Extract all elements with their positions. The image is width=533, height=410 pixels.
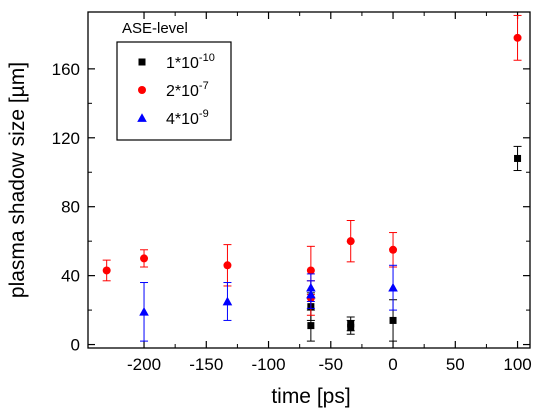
data-point-circle xyxy=(102,266,111,275)
y-tick-label: 120 xyxy=(52,129,80,148)
data-point-square xyxy=(307,322,315,330)
legend-label: 4*10-9 xyxy=(166,108,209,128)
y-axis-title: plasma shadow size [µm] xyxy=(6,62,29,298)
legend-marker-triangle xyxy=(137,113,147,122)
data-point-square xyxy=(389,316,397,324)
data-point-circle xyxy=(140,254,149,263)
data-point-square xyxy=(514,154,522,162)
legend-marker-circle xyxy=(138,86,146,94)
data-point-square xyxy=(347,323,355,331)
data-point-triangle xyxy=(306,289,316,299)
data-point-triangle xyxy=(139,307,149,316)
y-tick-label: 0 xyxy=(71,336,80,355)
y-tick-label: 40 xyxy=(61,267,80,286)
y-tick-label: 80 xyxy=(61,198,80,217)
plot-frame xyxy=(87,11,531,349)
legend-title: ASE-level xyxy=(122,20,188,37)
data-point-circle xyxy=(346,237,355,246)
data-point-circle xyxy=(223,261,232,270)
data-point-circle xyxy=(306,266,315,275)
data-point-triangle xyxy=(388,282,398,292)
x-tick-label: 100 xyxy=(503,355,531,374)
data-point-circle xyxy=(389,245,398,254)
y-tick-label: 160 xyxy=(52,60,80,79)
x-tick-label: -200 xyxy=(127,355,161,374)
x-tick-label: 0 xyxy=(388,355,397,374)
data-point-triangle xyxy=(222,296,233,306)
x-axis-title: time [ps] xyxy=(271,385,350,408)
x-tick-label: -150 xyxy=(189,355,223,374)
legend-box xyxy=(116,41,232,141)
legend-marker-square xyxy=(138,58,146,66)
x-tick-label: -100 xyxy=(252,355,286,374)
x-tick-label: -50 xyxy=(318,355,343,374)
data-point-circle xyxy=(513,33,522,42)
legend-label: 2*10-7 xyxy=(166,80,209,100)
x-tick-label: 50 xyxy=(446,355,465,374)
